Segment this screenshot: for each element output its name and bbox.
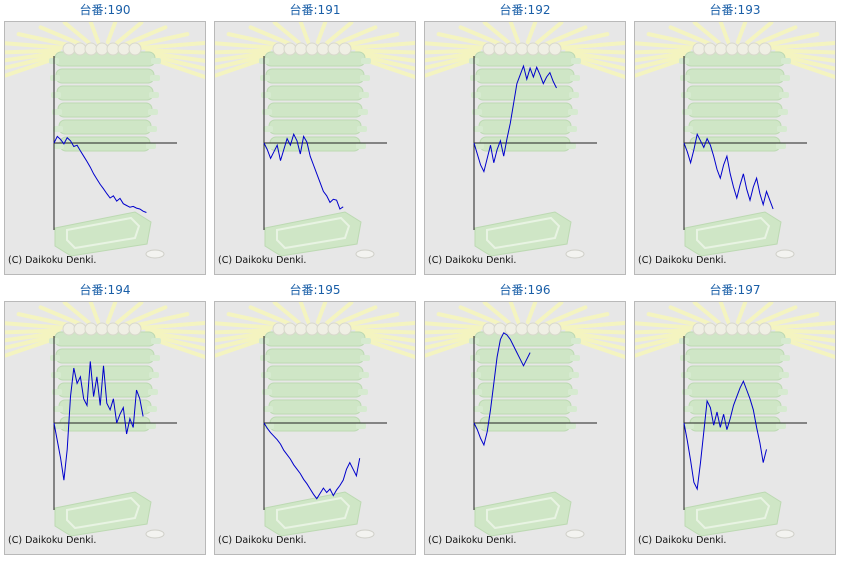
background-illustration [425, 22, 625, 259]
copyright-text: (C) Daikoku Denki. [638, 255, 727, 266]
slump-chart [5, 302, 205, 539]
slump-chart [5, 22, 205, 259]
copyright-text: (C) Daikoku Denki. [428, 255, 517, 266]
slump-graph-panel: (C) Daikoku Denki. [214, 301, 416, 555]
background-illustration [635, 22, 835, 259]
slump-series-line [263, 132, 344, 210]
slump-graph-panel: (C) Daikoku Denki. [424, 301, 626, 555]
slump-graph-panel: (C) Daikoku Denki. [4, 21, 206, 275]
copyright-text: (C) Daikoku Denki. [428, 535, 517, 546]
machine-number-link[interactable]: 台番:195 [289, 283, 341, 297]
slump-chart [215, 22, 415, 259]
slump-series-line [53, 361, 144, 481]
slump-graph-panel: (C) Daikoku Denki. [214, 21, 416, 275]
copyright-text: (C) Daikoku Denki. [638, 535, 727, 546]
machine-number-link[interactable]: 台番:192 [499, 3, 551, 17]
background-illustration [635, 302, 835, 539]
machine-number-link[interactable]: 台番:196 [499, 283, 551, 297]
slump-graph-panel: (C) Daikoku Denki. [634, 21, 836, 275]
machine-number-link[interactable]: 台番:191 [289, 3, 341, 17]
machine-number-link[interactable]: 台番:197 [709, 283, 761, 297]
machine-number-link[interactable]: 台番:193 [709, 3, 761, 17]
machine-number-link[interactable]: 台番:190 [79, 3, 131, 17]
background-illustration [425, 302, 625, 539]
slump-series-line [473, 332, 531, 447]
slump-series-line [53, 135, 147, 213]
machine-number-link[interactable]: 台番:194 [79, 283, 131, 297]
copyright-text: (C) Daikoku Denki. [218, 255, 307, 266]
copyright-text: (C) Daikoku Denki. [8, 535, 97, 546]
copyright-text: (C) Daikoku Denki. [8, 255, 97, 266]
slump-series-line [263, 422, 361, 500]
copyright-text: (C) Daikoku Denki. [218, 535, 307, 546]
slump-chart [215, 302, 415, 539]
slump-graph-panel: (C) Daikoku Denki. [634, 301, 836, 555]
slump-chart [425, 22, 625, 259]
slump-chart [635, 302, 835, 539]
slump-series-line [683, 132, 774, 210]
background-illustration [5, 22, 205, 259]
slump-graph-panel: (C) Daikoku Denki. [424, 21, 626, 275]
slump-chart [425, 302, 625, 539]
slump-chart [635, 22, 835, 259]
background-illustration [215, 22, 415, 259]
slump-series-line [473, 64, 557, 174]
background-illustration [5, 302, 205, 539]
background-illustration [215, 302, 415, 539]
slump-graph-panel: (C) Daikoku Denki. [4, 301, 206, 555]
slump-series-line [683, 379, 767, 491]
